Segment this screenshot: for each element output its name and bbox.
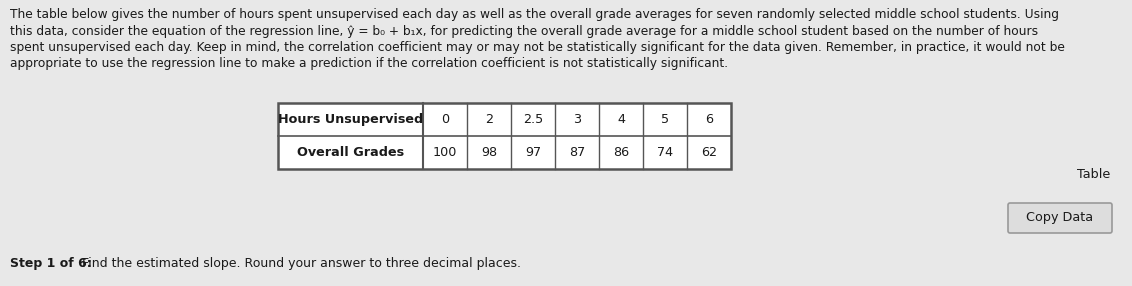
Text: Find the estimated slope. Round your answer to three decimal places.: Find the estimated slope. Round your ans…: [78, 257, 521, 271]
Text: 0: 0: [441, 113, 449, 126]
Text: The table below gives the number of hours spent unsupervised each day as well as: The table below gives the number of hour…: [10, 8, 1060, 21]
Text: 3: 3: [573, 113, 581, 126]
Text: Table: Table: [1077, 168, 1110, 181]
Text: 2: 2: [484, 113, 494, 126]
Text: 87: 87: [569, 146, 585, 159]
Text: 4: 4: [617, 113, 625, 126]
Text: Step 1 of 6:: Step 1 of 6:: [10, 257, 92, 271]
Text: Overall Grades: Overall Grades: [297, 146, 404, 159]
Text: 86: 86: [612, 146, 629, 159]
Text: 6: 6: [705, 113, 713, 126]
Text: spent unsupervised each day. Keep in mind, the correlation coefficient may or ma: spent unsupervised each day. Keep in min…: [10, 41, 1065, 54]
Text: appropriate to use the regression line to make a prediction if the correlation c: appropriate to use the regression line t…: [10, 57, 728, 71]
Text: Copy Data: Copy Data: [1027, 212, 1094, 225]
FancyBboxPatch shape: [1007, 203, 1112, 233]
Text: 2.5: 2.5: [523, 113, 543, 126]
Bar: [278, 103, 731, 169]
Text: 74: 74: [657, 146, 674, 159]
Text: 62: 62: [701, 146, 717, 159]
Text: Hours Unsupervised: Hours Unsupervised: [277, 113, 423, 126]
Text: 97: 97: [525, 146, 541, 159]
Text: 5: 5: [661, 113, 669, 126]
Text: 98: 98: [481, 146, 497, 159]
Text: 100: 100: [432, 146, 457, 159]
Text: this data, consider the equation of the regression line, ŷ = b₀ + b₁x, for predi: this data, consider the equation of the …: [10, 25, 1038, 37]
